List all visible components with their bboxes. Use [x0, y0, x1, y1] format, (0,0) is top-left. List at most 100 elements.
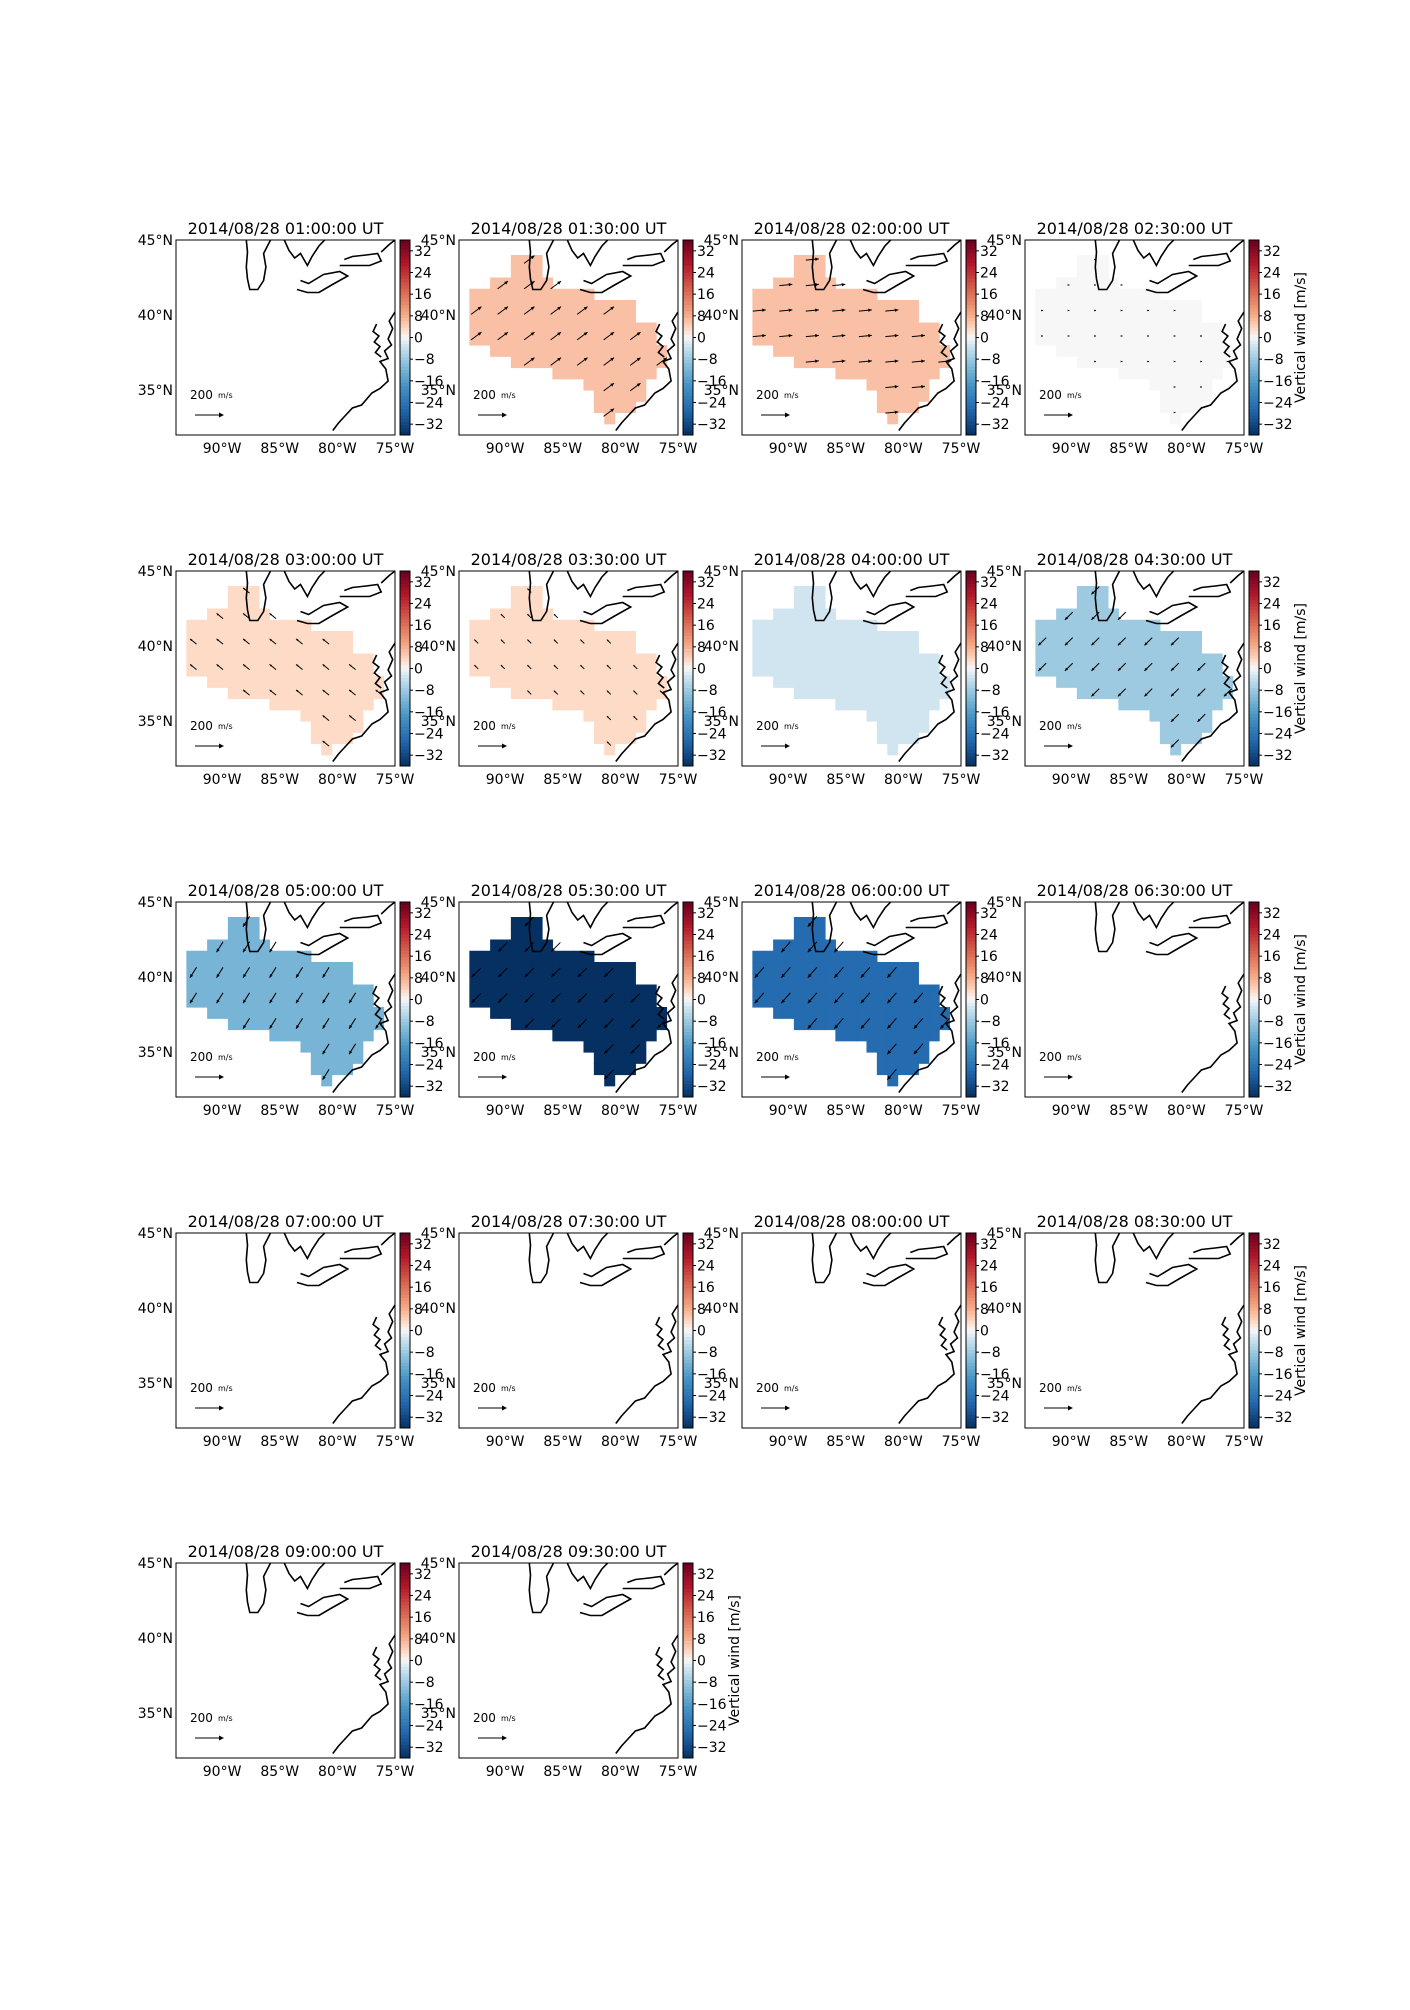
wind-arrow-head — [322, 1050, 326, 1055]
heat-cell — [290, 676, 302, 688]
heat-cell — [835, 345, 847, 357]
heat-cell — [1159, 322, 1171, 335]
colorbar-segment — [1249, 1421, 1259, 1426]
colorbar-segment — [683, 902, 693, 906]
heat-cell — [227, 619, 239, 632]
heat-cell — [939, 345, 951, 357]
coastline — [905, 583, 949, 598]
heat-cell — [593, 1052, 605, 1064]
colorbar-tick-label: −24 — [697, 396, 727, 412]
wind-arrow-head — [606, 665, 609, 667]
heat-cell — [614, 1007, 626, 1019]
wind-arrow-head — [474, 639, 477, 642]
y-tick-label: 40°N — [138, 639, 173, 655]
heat-cell — [1201, 356, 1213, 369]
colorbar-segment — [683, 928, 693, 932]
heat-cell — [824, 311, 836, 324]
colorbar-segment — [1249, 376, 1259, 381]
heat-cell — [614, 709, 626, 722]
heat-cell — [614, 732, 626, 745]
colorbar-segment — [400, 1395, 410, 1400]
wind-arrow-head — [216, 974, 220, 978]
colorbar-segment — [1249, 947, 1259, 952]
colorbar-segment — [400, 1041, 410, 1046]
heat-cell — [1128, 356, 1140, 369]
colorbar-segment — [400, 347, 410, 351]
heat-cell — [624, 631, 636, 643]
wind-arrow-head — [269, 689, 273, 693]
coastline — [849, 571, 892, 599]
heat-cell — [1097, 288, 1109, 301]
wind-arrow-head — [1144, 642, 1148, 646]
coastline — [1181, 311, 1244, 431]
colorbar-segment — [683, 743, 693, 747]
colorbar-tick-label: −8 — [697, 683, 718, 699]
heat-cell — [238, 939, 250, 952]
x-tick-label: 90°W — [486, 1103, 525, 1119]
quiver-key-unit: m/s — [1067, 722, 1082, 731]
panel-title: 2014/08/28 06:30:00 UT — [1037, 881, 1233, 900]
heat-cell — [248, 1007, 260, 1019]
colorbar-segment — [683, 934, 693, 939]
colorbar-segment — [400, 902, 410, 906]
colorbar-segment — [1249, 363, 1259, 368]
colorbar-segment — [1249, 1045, 1259, 1049]
heat-cell — [907, 642, 919, 655]
heat-cell — [752, 300, 764, 312]
heat-cell — [876, 345, 888, 357]
colorbar-segment — [1249, 976, 1259, 981]
wind-arrow-head — [524, 973, 529, 978]
heat-cell — [1118, 698, 1130, 711]
heat-cell — [1149, 631, 1161, 643]
heat-cell — [1045, 619, 1057, 632]
colorbar-tick-label: −16 — [1263, 1367, 1293, 1383]
colorbar-segment — [1249, 1340, 1259, 1344]
heat-cell — [321, 698, 333, 711]
heat-cell — [804, 939, 816, 952]
x-tick-label: 75°W — [659, 1434, 698, 1450]
colorbar-segment — [1249, 1346, 1259, 1351]
heat-cell — [269, 995, 281, 1008]
wind-arrow-head — [322, 664, 326, 667]
colorbar-segment — [400, 1392, 410, 1396]
heat-cell — [1076, 597, 1088, 610]
colorbar-tick-label: 0 — [1263, 1324, 1272, 1340]
heat-cell — [1076, 664, 1088, 677]
colorbar-segment — [683, 295, 693, 299]
heat-cell — [562, 619, 574, 632]
colorbar-segment — [966, 253, 976, 257]
colorbar-segment — [400, 1719, 410, 1723]
x-tick-label: 90°W — [203, 1103, 242, 1119]
colorbar-segment — [400, 759, 410, 764]
heat-cell — [635, 1040, 647, 1053]
heat-cell — [614, 356, 626, 369]
wind-arrow-head — [216, 638, 219, 642]
colorbar-segment — [966, 431, 976, 436]
heat-cell — [186, 653, 198, 666]
y-tick-label: 35°N — [421, 1706, 456, 1722]
heat-cell — [258, 939, 270, 952]
colorbar-segment — [1249, 960, 1259, 965]
heat-cell — [793, 277, 805, 290]
colorbar-segment — [400, 736, 410, 741]
heat-cell — [362, 664, 374, 677]
heat-cell — [541, 333, 553, 346]
colorbar-segment — [683, 931, 693, 935]
wind-arrow-head — [557, 332, 562, 336]
colorbar-segment — [683, 360, 693, 364]
colorbar-segment — [400, 1246, 410, 1250]
heat-cell — [593, 401, 605, 414]
coastline — [245, 902, 272, 953]
heat-cell — [562, 322, 574, 335]
colorbar-segment — [966, 584, 976, 588]
colorbar-segment — [400, 422, 410, 426]
x-tick-label: 85°W — [543, 1103, 582, 1119]
colorbar-segment — [400, 337, 410, 342]
heat-cell — [490, 995, 502, 1008]
heat-cell — [1139, 311, 1151, 324]
heat-cell — [835, 300, 847, 312]
colorbar-segment — [1249, 259, 1259, 264]
colorbar-segment — [400, 1080, 410, 1085]
heat-cell — [1139, 356, 1151, 369]
